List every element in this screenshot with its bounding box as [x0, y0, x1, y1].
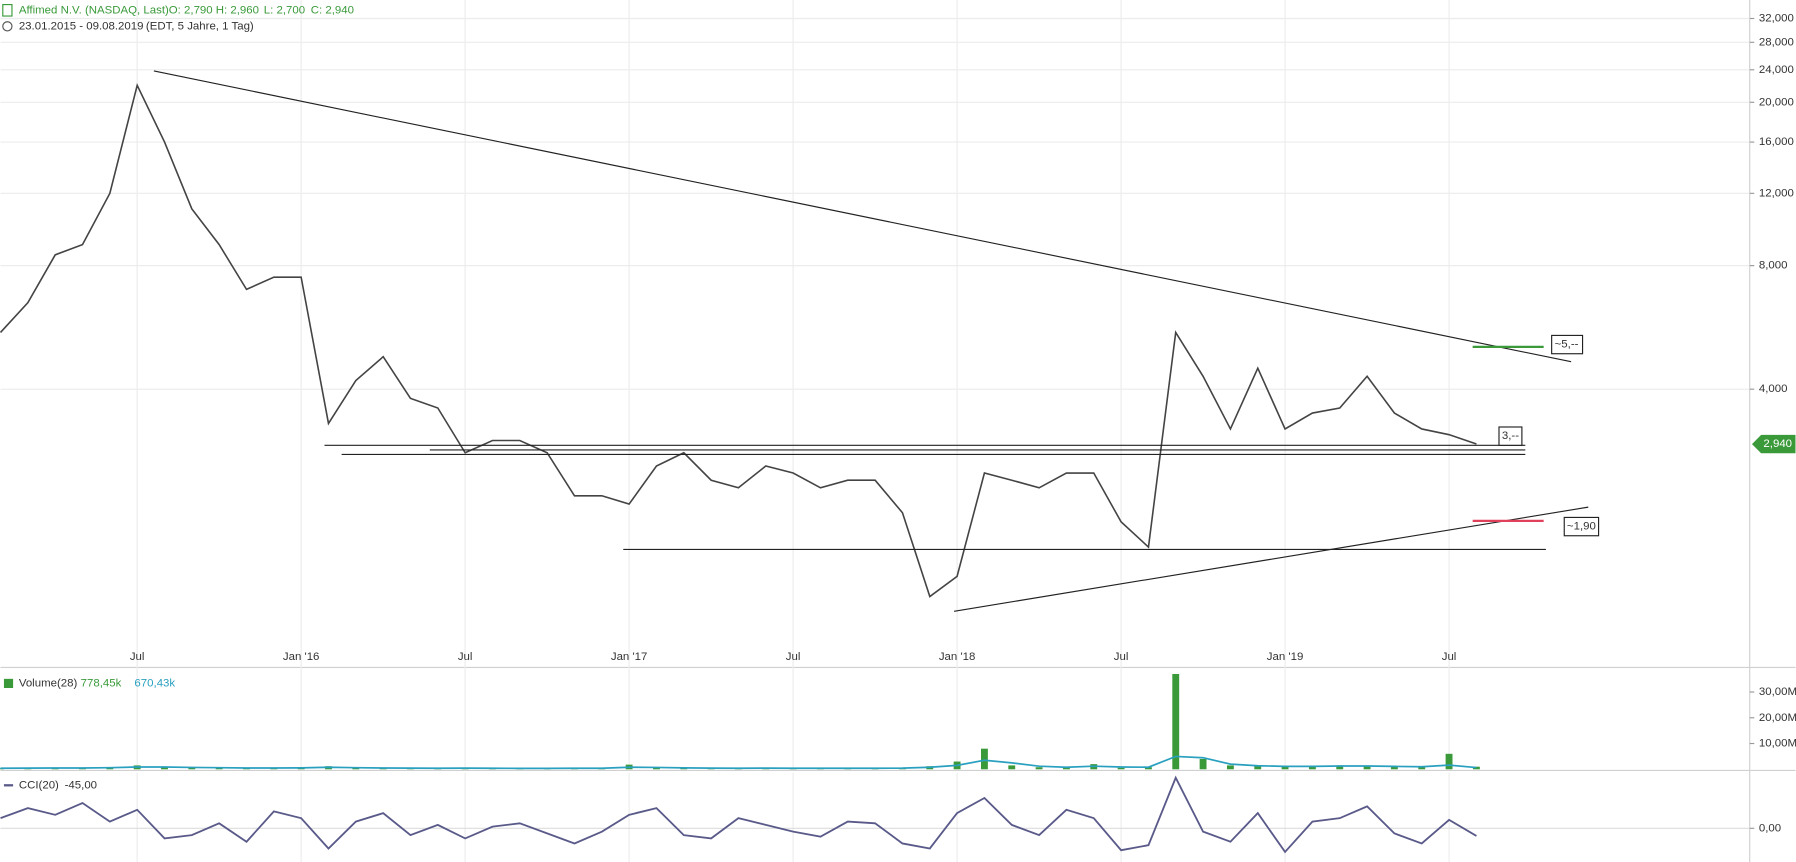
y-tick-label: 28,000 — [1759, 36, 1794, 48]
price-line — [0, 82, 1477, 598]
drawings: ~5,-- 3,-- ~1,90 — [153, 70, 1600, 612]
x-tick-label: Jul — [1114, 651, 1129, 663]
last-price-label: 2,940 — [1763, 438, 1792, 450]
annotation: 3,-- — [1502, 430, 1519, 442]
volume-bar — [653, 767, 660, 770]
y-tick-label: 16,000 — [1759, 136, 1794, 148]
chart-icon — [2, 4, 13, 17]
volume-bar — [1008, 765, 1016, 770]
y-tick-label: 20,000 — [1759, 96, 1794, 108]
volume-bar — [1336, 765, 1344, 770]
volume-bar — [215, 767, 223, 770]
y-tick-label: 20,00M — [1759, 712, 1796, 724]
open: O: 2,790 — [169, 4, 213, 16]
annotation-box — [1563, 516, 1600, 537]
x-tick-label: Jan '17 — [611, 651, 648, 663]
x-tick-label: Jul — [1442, 651, 1457, 663]
volume-bar — [1172, 673, 1180, 770]
volume-bar — [161, 766, 168, 770]
volume-bar — [1144, 767, 1152, 770]
y-tick-label: 24,000 — [1759, 64, 1794, 76]
volume-bar — [1281, 766, 1289, 770]
y-tick-label: 12,000 — [1759, 187, 1794, 199]
price-line — [0, 775, 1477, 854]
y-tick-label: 4,000 — [1759, 383, 1788, 395]
x-tick-label: Jan '16 — [283, 651, 320, 663]
annotation-box — [1551, 334, 1584, 355]
date-range: 23.01.2015 - 09.08.2019 — [19, 20, 144, 32]
volume-bar — [352, 767, 360, 770]
x-tick-label: Jul — [458, 651, 473, 663]
volume-bar — [1035, 767, 1043, 770]
volume-bar — [1445, 753, 1453, 770]
volume-icon — [3, 678, 14, 688]
y-tick-label: 32,000 — [1759, 13, 1794, 25]
range-info: (EDT, 5 Jahre, 1 Tag) — [146, 20, 254, 32]
high: H: 2,960 — [216, 4, 259, 16]
clock-icon — [2, 21, 13, 32]
volume-value: 778,45k — [81, 677, 122, 689]
x-tick-label: Jan '19 — [1267, 651, 1304, 663]
instrument: Affimed N.V. (NASDAQ, Last) — [19, 4, 169, 16]
volume-bar — [1117, 767, 1125, 770]
y-tick-label: 8,000 — [1759, 260, 1788, 272]
volume-bar — [1199, 758, 1207, 770]
volume-bar — [1062, 767, 1070, 770]
x-tick-label: Jul — [786, 651, 801, 663]
last-price-tag — [1751, 434, 1796, 454]
volume-bar — [1226, 765, 1234, 770]
volume-bar — [1308, 766, 1316, 770]
trend-line — [153, 70, 1572, 363]
cci-legend: CCI(20) -45,00 — [3, 779, 97, 791]
header: Affimed N.V. (NASDAQ, Last) O: 2,790 H: … — [2, 4, 354, 32]
price-line — [0, 755, 1477, 770]
volume-bar — [188, 767, 196, 770]
annotation: ~1,90 — [1567, 521, 1596, 533]
volume-bar — [1363, 765, 1371, 770]
volume-bar — [980, 748, 988, 770]
volume-ma-value: 670,43k — [134, 677, 175, 689]
volume-legend: Volume(28) 778,45k 670,43k — [3, 677, 175, 689]
y-tick-label: 30,00M — [1759, 686, 1796, 698]
y-tick-label: 0,00 — [1759, 822, 1781, 834]
y-tick-label: 10,00M — [1759, 738, 1796, 750]
volume-bar — [1418, 766, 1426, 770]
volume-title: Volume(28) — [19, 677, 78, 689]
marks-layer: 2,940 — [0, 82, 1796, 854]
low: L: 2,700 — [264, 4, 305, 16]
annotation: ~5,-- — [1555, 339, 1579, 351]
cci-title: CCI(20) — [19, 779, 59, 791]
annotation-box — [1498, 426, 1523, 446]
volume-bar — [1254, 766, 1262, 770]
trend-line — [954, 506, 1589, 612]
x-tick-label: Jan '18 — [939, 651, 976, 663]
x-tick-label: Jul — [130, 651, 145, 663]
cci-value: -45,00 — [65, 779, 97, 791]
volume-bar — [1390, 766, 1398, 770]
close: C: 2,940 — [311, 4, 354, 16]
